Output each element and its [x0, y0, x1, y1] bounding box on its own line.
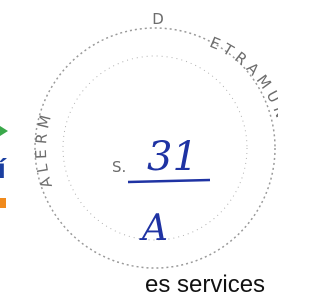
- side-arrow-icon: [0, 126, 8, 136]
- side-letter: í: [0, 153, 7, 184]
- handwritten-letter: A: [139, 208, 168, 249]
- side-color-block: [0, 198, 6, 208]
- footer-text: es services: [145, 271, 265, 292]
- handwritten-underline: [128, 180, 210, 182]
- page: D A L E R M E T R A M U N S. 31 A í es s…: [0, 0, 278, 292]
- stamp-top-letter: D: [152, 10, 164, 28]
- handwritten-number: 31: [147, 134, 198, 180]
- stamp-left-arc: A L E R M: [32, 113, 56, 190]
- stamp-center-text: S.: [112, 158, 126, 176]
- stamp-left-arc-text: A L E R M: [32, 113, 56, 190]
